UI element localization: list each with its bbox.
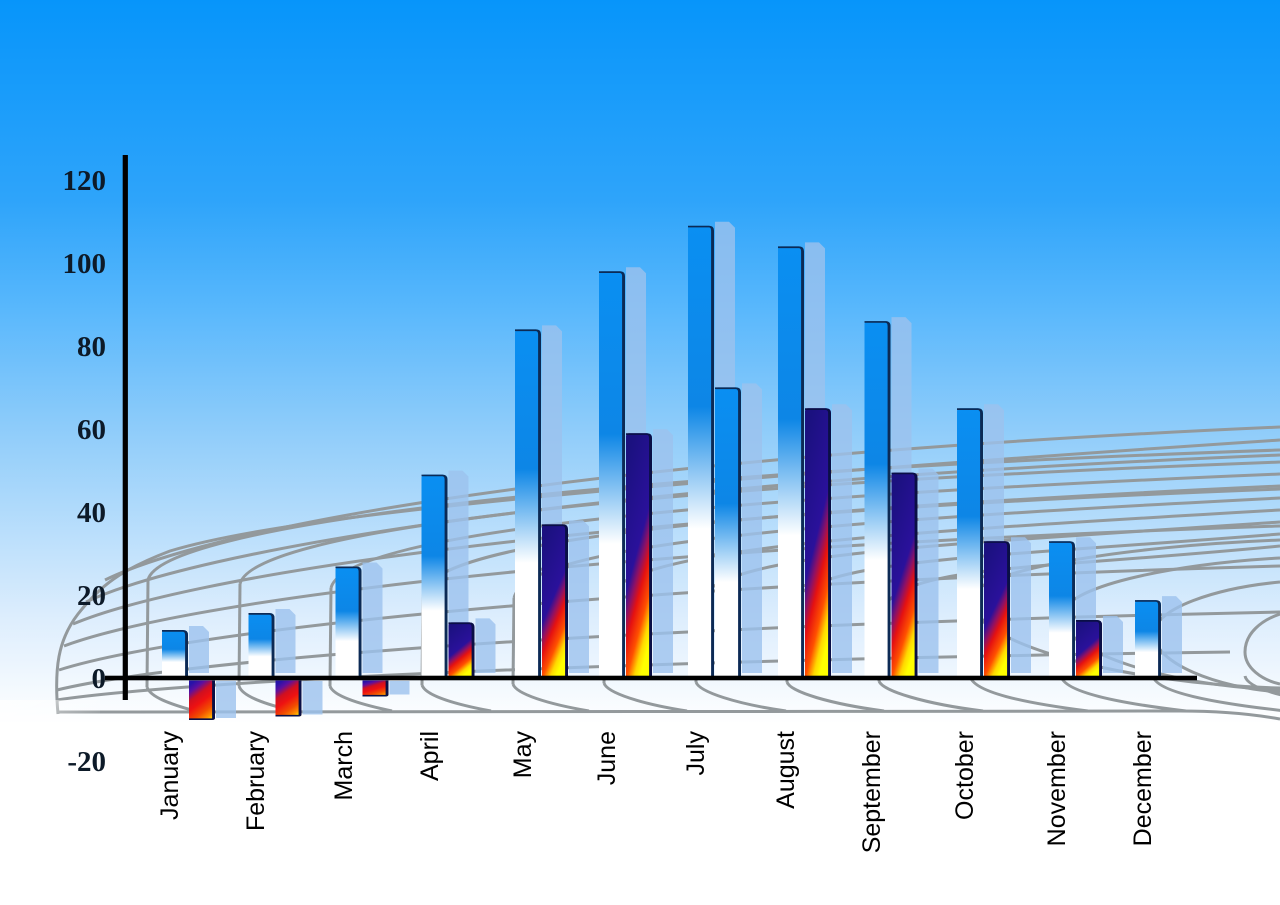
svg-text:May: May xyxy=(509,731,537,779)
svg-text:October: October xyxy=(951,731,979,820)
svg-text:40: 40 xyxy=(77,497,106,529)
svg-text:20: 20 xyxy=(77,580,106,612)
svg-text:March: March xyxy=(330,731,358,800)
svg-text:60: 60 xyxy=(77,414,106,446)
svg-text:-20: -20 xyxy=(67,746,106,778)
svg-text:July: July xyxy=(682,731,710,776)
svg-text:100: 100 xyxy=(63,248,107,280)
svg-text:April: April xyxy=(416,731,444,781)
svg-text:80: 80 xyxy=(77,331,106,363)
svg-text:February: February xyxy=(242,731,270,832)
svg-text:August: August xyxy=(772,731,800,809)
svg-text:January: January xyxy=(156,731,184,820)
svg-text:September: September xyxy=(858,731,886,853)
svg-text:June: June xyxy=(593,731,621,785)
svg-text:120: 120 xyxy=(63,165,107,197)
svg-text:0: 0 xyxy=(92,663,107,695)
svg-text:December: December xyxy=(1129,731,1157,846)
svg-text:November: November xyxy=(1043,731,1071,846)
